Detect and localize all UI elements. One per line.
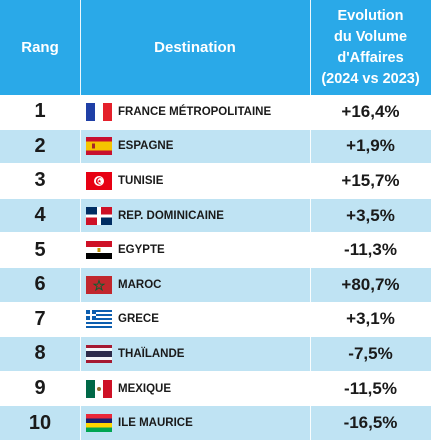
evolution-cell: +16,4%: [341, 101, 400, 121]
column-divider: [310, 0, 311, 445]
evolution-cell: +1,9%: [346, 136, 395, 156]
destination-label: MAROC: [118, 278, 162, 291]
evolution-column-header: Evolution du Volume d'Affaires (2024 vs …: [310, 0, 431, 95]
evolution-cell: +15,7%: [341, 170, 400, 190]
destination-label: TUNISIE: [118, 174, 164, 187]
mexico-flag-icon: [86, 379, 112, 398]
rank-cell: 6: [34, 273, 46, 296]
table-row: 8 THAÏLANDE -7,5%: [0, 337, 431, 372]
evolution-cell: -11,5%: [344, 378, 397, 398]
table-row: 4 REP. DOMINICAINE +3,5%: [0, 198, 431, 234]
destination-label: ILE MAURICE: [118, 417, 193, 430]
destination-cell: FRANCE MÉTROPOLITAINE: [82, 95, 310, 129]
spain-flag-icon: [86, 137, 112, 156]
destination-cell: ESPAGNE: [82, 130, 310, 164]
evolution-cell: +3,1%: [346, 309, 395, 329]
france-flag-icon: [86, 102, 112, 121]
evolution-header-line: d'Affaires: [337, 49, 404, 66]
destination-cell: GRECE: [82, 303, 310, 337]
table-row: 1 FRANCE MÉTROPOLITAINE +16,4%: [0, 95, 431, 130]
destination-label: MEXIQUE: [118, 382, 172, 395]
thailand-flag-icon: [86, 344, 112, 363]
rank-cell: 8: [34, 342, 46, 365]
destination-label: GRECE: [118, 313, 159, 326]
evolution-cell: -11,3%: [344, 240, 397, 260]
dominican-republic-flag-icon: [86, 206, 112, 225]
table-row: 6 MAROC +80,7%: [0, 267, 431, 303]
evolution-header-line: Evolution: [337, 7, 404, 24]
destination-cell: MEXIQUE: [82, 372, 310, 406]
destination-label: THAÏLANDE: [118, 347, 185, 360]
destination-label: ESPAGNE: [118, 140, 174, 153]
destination-cell: MAROC: [82, 268, 310, 302]
evolution-cell: -7,5%: [348, 343, 393, 363]
mauritius-flag-icon: [86, 414, 112, 433]
evolution-cell: -16,5%: [343, 413, 398, 433]
table-row: 7 GRECE +3,1%: [0, 302, 431, 338]
rank-cell: 2: [34, 134, 46, 157]
destination-label: FRANCE MÉTROPOLITAINE: [118, 105, 272, 118]
greece-flag-icon: [86, 310, 112, 329]
rank-cell: 3: [34, 169, 46, 192]
table-row: 9 MEXIQUE -11,5%: [0, 371, 431, 407]
destination-cell: REP. DOMINICAINE: [82, 199, 310, 233]
rank-cell: 9: [34, 377, 46, 400]
table-row: 5 EGYPTE -11,3%: [0, 233, 431, 268]
table-body: 1 FRANCE MÉTROPOLITAINE +16,4% 2 ESPAGNE +1,9…: [0, 95, 431, 441]
evolution-header-line: (2024 vs 2023): [321, 70, 420, 87]
evolution-header-line: du Volume: [333, 28, 408, 45]
rank-cell: 7: [34, 307, 46, 330]
rank-column-header: Rang: [0, 0, 80, 95]
rank-header-label: Rang: [21, 39, 59, 56]
destination-cell: THAÏLANDE: [82, 337, 310, 371]
destination-cell: EGYPTE: [82, 233, 310, 267]
tunisia-flag-icon: [86, 171, 112, 190]
rank-cell: 5: [34, 238, 46, 261]
morocco-flag-icon: [86, 275, 112, 294]
evolution-cell: +80,7%: [341, 274, 400, 294]
table-row: 10 ILE MAURICE -16,5%: [0, 406, 431, 441]
destination-cell: ILE MAURICE: [82, 406, 310, 440]
destination-label: REP. DOMINICAINE: [118, 209, 224, 222]
destination-column-header: Destination: [80, 0, 310, 95]
table-row: 2 ESPAGNE +1,9%: [0, 129, 431, 165]
destination-cell: TUNISIE: [82, 164, 310, 198]
rank-cell: 10: [28, 411, 52, 434]
rank-cell: 1: [34, 100, 46, 123]
column-divider: [80, 0, 81, 445]
destination-header-label: Destination: [154, 39, 236, 56]
table-header: Rang Destination Evolution du Volume d'A…: [0, 0, 431, 95]
table-row: 3 TUNISIE +15,7%: [0, 164, 431, 199]
egypt-flag-icon: [86, 241, 112, 260]
destination-label: EGYPTE: [118, 244, 165, 257]
rank-cell: 4: [34, 204, 46, 227]
evolution-cell: +3,5%: [346, 205, 395, 225]
